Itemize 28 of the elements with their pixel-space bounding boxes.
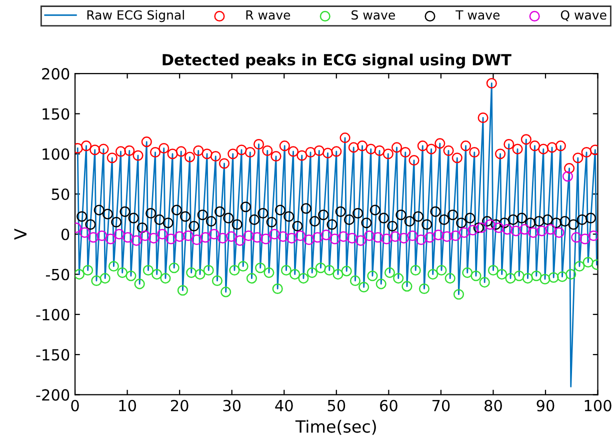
- x-tick-label: 0: [71, 400, 79, 412]
- x-axis-title: Time(sec): [295, 420, 376, 435]
- x-tick-label: 100: [584, 400, 612, 412]
- y-tick-label: 200: [42, 68, 70, 80]
- x-tick-label: 70: [432, 400, 450, 412]
- x-tick-label: 40: [275, 400, 293, 412]
- x-tick-label: 10: [119, 400, 136, 412]
- y-tick-label: -150: [36, 349, 70, 361]
- y-tick-label: 150: [42, 108, 70, 120]
- y-axis-title: V: [14, 228, 26, 240]
- x-tick-label: 50: [328, 400, 346, 412]
- y-tick-label: -200: [36, 389, 70, 401]
- chart-title: Detected peaks in ECG signal using DWT: [162, 54, 512, 69]
- y-tick-label: 0: [61, 228, 70, 240]
- legend-label: Q wave: [560, 10, 606, 22]
- x-tick-label: 90: [536, 400, 554, 412]
- y-tick-label: -50: [46, 268, 70, 280]
- x-tick-label: 80: [484, 400, 502, 412]
- y-tick-label: 100: [42, 148, 70, 160]
- legend-label: Raw ECG Signal: [87, 10, 184, 22]
- legend-label: T wave: [456, 10, 500, 20]
- x-tick-label: 20: [170, 400, 188, 412]
- x-tick-label: 60: [380, 400, 398, 412]
- y-tick-label: 50: [52, 188, 70, 200]
- legend-label: R wave: [246, 10, 290, 20]
- x-tick-label: 30: [223, 400, 241, 412]
- y-tick-label: -100: [36, 308, 70, 320]
- legend-label: S wave: [352, 10, 395, 20]
